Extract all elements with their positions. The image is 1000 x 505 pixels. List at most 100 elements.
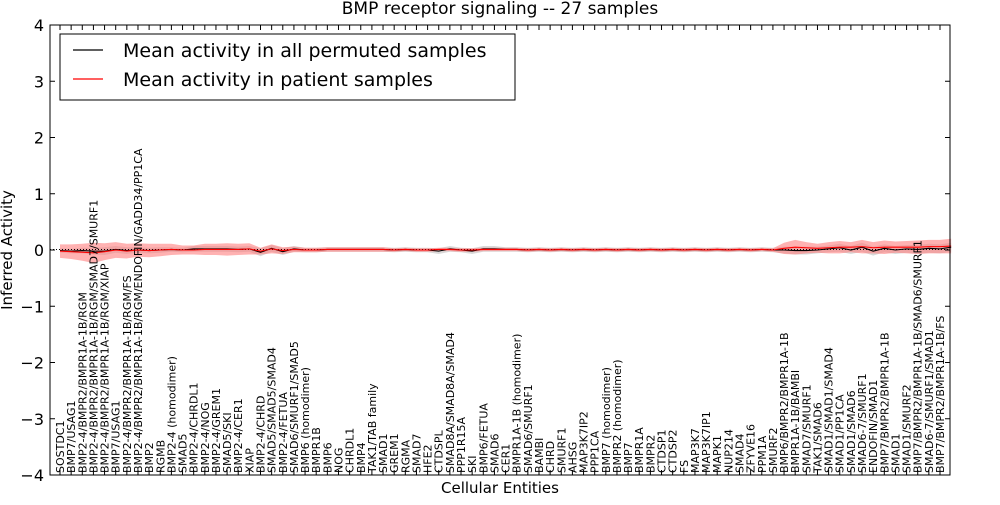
x-category-label: BMP2-4 (homodimer)	[165, 356, 178, 473]
legend-label-permuted: Mean activity in all permuted samples	[123, 40, 486, 62]
x-category-label: SMAD7/SMURF1	[800, 384, 813, 473]
x-category-label: PPP1R15A	[455, 416, 468, 473]
x-category-label: SMAD1	[377, 434, 390, 473]
x-category-label: NUP214	[722, 429, 735, 473]
x-category-label: NOG	[332, 448, 345, 473]
x-category-label: SMAD6-7/SMURF1/SMAD1	[923, 330, 936, 473]
x-category-label: SKI	[466, 456, 479, 473]
x-category-label: HFE2	[422, 444, 435, 473]
x-category-label: FS	[678, 460, 691, 473]
x-category-label: SMAD1	[889, 434, 902, 473]
x-category-label: BMP2-4/CHRD	[255, 396, 268, 473]
x-category-label: BMPR2	[644, 435, 657, 473]
x-category-label: BMP2-4/BMPR2/BMPR1A-1B/RGM	[76, 292, 89, 473]
y-tick-label: −4	[20, 466, 44, 485]
x-category-label: BMP2-4/GREM1	[210, 388, 223, 473]
x-category-label: SOSTDC1	[54, 421, 67, 474]
x-category-label: MAP3K7IP1	[700, 411, 713, 473]
x-category-label: SMAD6-7/SMURF1	[856, 373, 869, 473]
x-category-label: BMP2-4/BMPR2/BMPR1A-1B/RGM/SMAD7/SMURF1	[87, 200, 100, 473]
x-category-label: SMAD6/SMURF1/SMAD5	[288, 341, 301, 473]
x-axis-label: Cellular Entities	[441, 479, 559, 497]
x-category-label: SMAD1/SMAD6	[845, 390, 858, 473]
x-category-label: SMAD1/PP1CA	[834, 394, 847, 473]
legend-box	[59, 33, 516, 101]
x-category-label: BMP2	[143, 442, 156, 473]
x-category-label: ENDOFIN/SMAD1	[867, 380, 880, 473]
x-category-label: PPM1A	[756, 435, 769, 473]
x-category-label: BMP7/BMPR2/BMPR1A-1B/FS	[934, 316, 947, 473]
x-axis: SOSTDC1BMP7/USAG1BMP2-4/BMPR2/BMPR1A-1B/…	[54, 25, 947, 475]
x-category-label: BMP6	[321, 442, 334, 473]
x-category-label: SMAD5	[177, 434, 190, 473]
x-category-label: BMP2-4/CER1	[232, 398, 245, 473]
x-category-label: BMPR1A-1B/BAMBI	[789, 370, 802, 473]
x-category-label: SMAD1/SMURF2	[901, 384, 914, 473]
x-category-label: BMP2-4/BMPR2/BMPR1A-1B/RGM/ENDOFIN/GADD3…	[132, 148, 145, 473]
x-category-label: BMP7	[622, 442, 635, 473]
y-tick-label: 0	[34, 241, 44, 260]
x-category-label: BMP6 (homodimer)	[299, 367, 312, 473]
x-category-label: BMP2-4/BMPR2/BMPR1A-1B/RGM/FS	[121, 275, 134, 473]
x-category-label: SMAD5/SKI	[221, 412, 234, 473]
patient-band	[60, 238, 952, 263]
y-tick-label: 2	[34, 129, 44, 148]
chart-title: BMP receptor signaling -- 27 samples	[342, 0, 659, 19]
y-tick-label: 1	[34, 185, 44, 204]
x-category-label: CTDSP2	[667, 430, 680, 473]
x-category-label: SMAD7	[410, 434, 423, 473]
x-category-label: PPP1CA	[589, 430, 602, 473]
x-category-label: BMP6/FETUA	[477, 403, 490, 473]
x-category-label: SMAD6/SMURF1	[522, 384, 535, 473]
patient-mean-line	[59, 245, 952, 254]
y-tick-label: −2	[20, 354, 44, 373]
x-category-label: SMAD8A/SMAD8A/SMAD4	[444, 332, 457, 473]
x-category-label: BMP7 (homodimer)	[600, 367, 613, 473]
x-category-label: SMURF1	[555, 428, 568, 474]
x-category-label: TAK1/SMAD6	[811, 402, 824, 474]
x-category-label: BMP7/BMPR2/BMPR1A-1B/SMAD6/SMURF1	[912, 240, 925, 473]
x-category-label: BMPR1A	[633, 427, 646, 473]
x-category-label: BMP2-4/NOG	[199, 402, 212, 473]
series-lines	[59, 245, 952, 254]
x-category-label: CHRDL1	[344, 428, 357, 473]
x-category-label: BMPR1A-1B (homodimer)	[511, 334, 524, 473]
x-category-label: GREM1	[388, 433, 401, 473]
x-category-label: AHSG	[566, 442, 579, 473]
x-category-label: SMAD6	[488, 434, 501, 473]
x-category-label: BMP2-4/FETUA	[277, 392, 290, 473]
x-category-label: ZFYVE16	[745, 424, 758, 473]
y-tick-label: 3	[34, 72, 44, 91]
x-category-label: CTDSP1	[656, 430, 669, 473]
x-category-label: MAPK1	[711, 435, 724, 473]
legend: Mean activity in all permuted samples Me…	[59, 33, 516, 101]
x-category-label: BMP2-4/CHRDL1	[188, 382, 201, 473]
x-category-label: BMPR2 (homodimer)	[611, 359, 624, 473]
x-category-label: CTDSPL	[433, 430, 446, 473]
x-category-label: BMP6/BMPR2/BMPR1A-1B	[778, 332, 791, 473]
confidence-bands	[60, 238, 952, 263]
legend-label-patient: Mean activity in patient samples	[123, 69, 433, 91]
x-category-label: TAK1/TAB family	[366, 383, 379, 474]
x-category-label: MAP3K7IP2	[578, 411, 591, 473]
x-category-label: BMP7/USAG1	[110, 401, 123, 473]
y-tick-label: −1	[20, 297, 44, 316]
x-category-label: BAMBI	[533, 438, 546, 473]
x-category-label: SMAD1/SMAD1/SMAD4	[823, 347, 836, 473]
x-category-label: XIAP	[243, 448, 256, 473]
x-category-label: BMPR1B	[310, 427, 323, 473]
x-category-label: SMURF2	[767, 428, 780, 474]
x-category-label: RGMA	[399, 439, 412, 473]
x-category-label: SMAD4	[733, 434, 746, 473]
y-axis-label: Inferred Activity	[0, 190, 16, 310]
y-tick-label: 4	[34, 16, 44, 35]
x-category-label: BMP7/BMPR2/BMPR1A-1B	[878, 332, 891, 473]
y-axis: 4 3 2 1 0 −1 −2 −3 −4	[20, 16, 950, 485]
y-tick-label: −3	[20, 410, 44, 429]
x-category-label: CER1	[500, 444, 513, 473]
x-category-label: MAP3K7	[689, 428, 702, 473]
x-category-label: CHRD	[544, 441, 557, 473]
x-category-label: BMP4	[355, 442, 368, 473]
x-category-label: SMAD5/SMAD5/SMAD4	[266, 347, 279, 473]
